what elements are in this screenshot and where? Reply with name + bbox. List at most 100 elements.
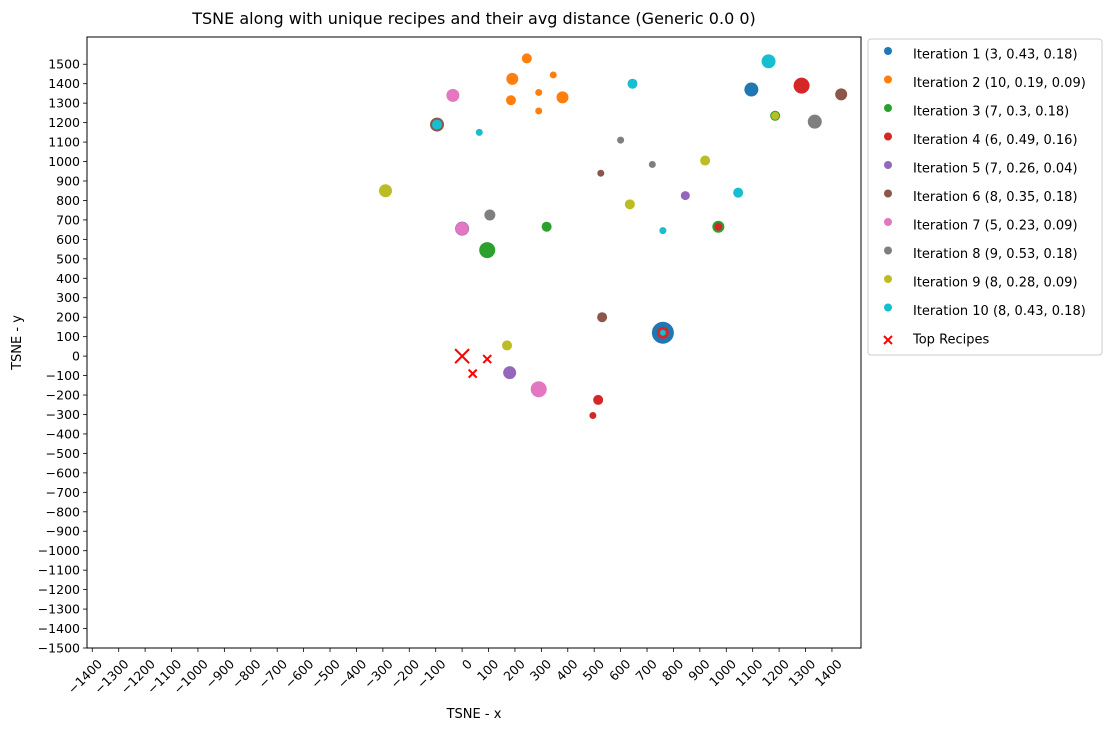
- iteration-5-point: [503, 366, 517, 380]
- y-tick-label: −400: [46, 426, 80, 441]
- iteration-1-point: [744, 82, 759, 97]
- iteration-9-point: [771, 111, 780, 120]
- legend-marker-iteration-6: [884, 189, 892, 198]
- iteration-2-point: [535, 107, 543, 115]
- iteration-7-point: [455, 222, 469, 236]
- legend-entry-label: Iteration 7 (5, 0.23, 0.09): [913, 219, 1078, 234]
- y-tick-label: 400: [56, 271, 80, 286]
- iteration-9-point: [624, 199, 635, 210]
- iteration-4-point: [793, 77, 810, 94]
- iteration-4-point: [589, 411, 597, 419]
- legend-entry-label: Top Recipes: [912, 333, 990, 348]
- y-tick-label: 1500: [48, 57, 80, 72]
- iteration-2-point: [549, 71, 557, 79]
- top-recipe-marker: [482, 354, 492, 364]
- y-tick-label: −1300: [38, 602, 80, 617]
- x-tick-label: 1100: [732, 656, 765, 689]
- x-tick-label: 1000: [706, 656, 739, 689]
- x-tick-label: −800: [229, 656, 264, 691]
- iteration-8-point: [617, 136, 625, 144]
- x-tick-label: 300: [527, 656, 555, 684]
- legend-marker-iteration-2: [884, 75, 892, 84]
- y-tick-label: 800: [56, 193, 80, 208]
- iteration-6-point: [597, 169, 605, 177]
- y-tick-label: −1200: [38, 582, 80, 597]
- y-tick-label: −300: [46, 407, 80, 422]
- iteration-4-point: [593, 394, 604, 405]
- iteration-4-point: [714, 222, 723, 231]
- iteration-10-point: [733, 187, 744, 198]
- y-axis-label: TSNE - y: [10, 315, 25, 371]
- y-axis-ticks: −1500−1400−1300−1200−1100−1000−900−800−7…: [38, 57, 87, 656]
- legend-entry-label: Iteration 10 (8, 0.43, 0.18): [913, 304, 1086, 319]
- x-tick-label: 1400: [812, 656, 845, 689]
- x-tick-label: 100: [474, 656, 502, 684]
- legend-entry-label: Iteration 5 (7, 0.26, 0.04): [913, 162, 1078, 177]
- legend-entry-label: Iteration 1 (3, 0.43, 0.18): [913, 48, 1078, 63]
- x-tick-label: −500: [308, 656, 343, 691]
- y-tick-label: 100: [56, 329, 80, 344]
- iteration-9-point: [700, 155, 711, 166]
- x-tick-label: 400: [553, 656, 581, 684]
- iteration-10-point: [627, 78, 638, 89]
- x-axis-ticks: −1400−1300−1200−1100−1000−900−800−700−60…: [65, 648, 845, 697]
- y-tick-label: −100: [46, 368, 80, 383]
- legend-entry-label: Iteration 8 (9, 0.53, 0.18): [913, 247, 1078, 262]
- x-axis-label: TSNE - x: [446, 707, 502, 722]
- x-tick-label: 600: [606, 656, 634, 684]
- x-tick-label: −100: [414, 656, 449, 691]
- iteration-9-point: [502, 340, 513, 351]
- y-tick-label: −1100: [38, 563, 80, 578]
- y-tick-label: 600: [56, 232, 80, 247]
- iteration-10-point: [475, 128, 483, 136]
- y-tick-label: −1500: [38, 641, 80, 656]
- y-tick-label: 1400: [48, 76, 80, 91]
- y-tick-label: −700: [46, 485, 80, 500]
- y-tick-label: −200: [46, 388, 80, 403]
- x-tick-label: 1200: [759, 656, 792, 689]
- legend-entry-label: Iteration 4 (6, 0.49, 0.16): [913, 133, 1078, 148]
- plot-area-frame: [86, 36, 862, 649]
- data-points: [379, 53, 848, 419]
- legend-marker-iteration-8: [884, 246, 892, 255]
- legend-marker-top-recipes: [883, 335, 893, 345]
- iteration-8-point: [648, 160, 656, 168]
- iteration-9-point: [379, 184, 393, 198]
- top-recipe-marker: [454, 348, 470, 364]
- x-tick-label: 800: [659, 656, 687, 684]
- legend: Iteration 1 (3, 0.43, 0.18) Iteration 2 (…: [867, 38, 1103, 356]
- legend-marker-iteration-1: [884, 47, 892, 55]
- y-tick-label: 300: [56, 290, 80, 305]
- legend-marker-iteration-7: [884, 218, 892, 226]
- iteration-3-point: [541, 221, 552, 232]
- y-tick-label: 500: [56, 251, 80, 266]
- y-tick-label: −900: [46, 524, 80, 539]
- x-tick-label: −400: [334, 656, 369, 691]
- iteration-2-point: [535, 88, 543, 96]
- legend-marker-iteration-9: [884, 275, 892, 283]
- y-tick-label: 700: [56, 212, 80, 227]
- legend-marker-iteration-4: [884, 132, 892, 141]
- legend-frame: [867, 38, 1103, 356]
- iteration-6-point: [597, 312, 608, 323]
- legend-entry-label: Iteration 6 (8, 0.35, 0.18): [913, 190, 1078, 205]
- iteration-10-point: [659, 329, 666, 336]
- iteration-2-point: [505, 95, 516, 106]
- y-tick-label: 1000: [48, 154, 80, 169]
- y-tick-label: −500: [46, 446, 80, 461]
- iteration-10-point: [659, 227, 667, 235]
- x-tick-label: 200: [500, 656, 528, 684]
- y-tick-label: −600: [46, 465, 80, 480]
- iteration-2-point: [506, 72, 519, 85]
- y-tick-label: 1300: [48, 96, 80, 111]
- y-tick-label: 1100: [48, 135, 80, 150]
- y-tick-label: 1200: [48, 115, 80, 130]
- iteration-6-point: [835, 88, 848, 101]
- y-tick-label: −1000: [38, 543, 80, 558]
- legend-marker-iteration-5: [884, 161, 892, 169]
- iteration-2-point: [521, 53, 532, 64]
- iteration-10-point: [761, 54, 776, 69]
- y-tick-label: 200: [56, 310, 80, 325]
- iteration-2-point: [556, 91, 569, 104]
